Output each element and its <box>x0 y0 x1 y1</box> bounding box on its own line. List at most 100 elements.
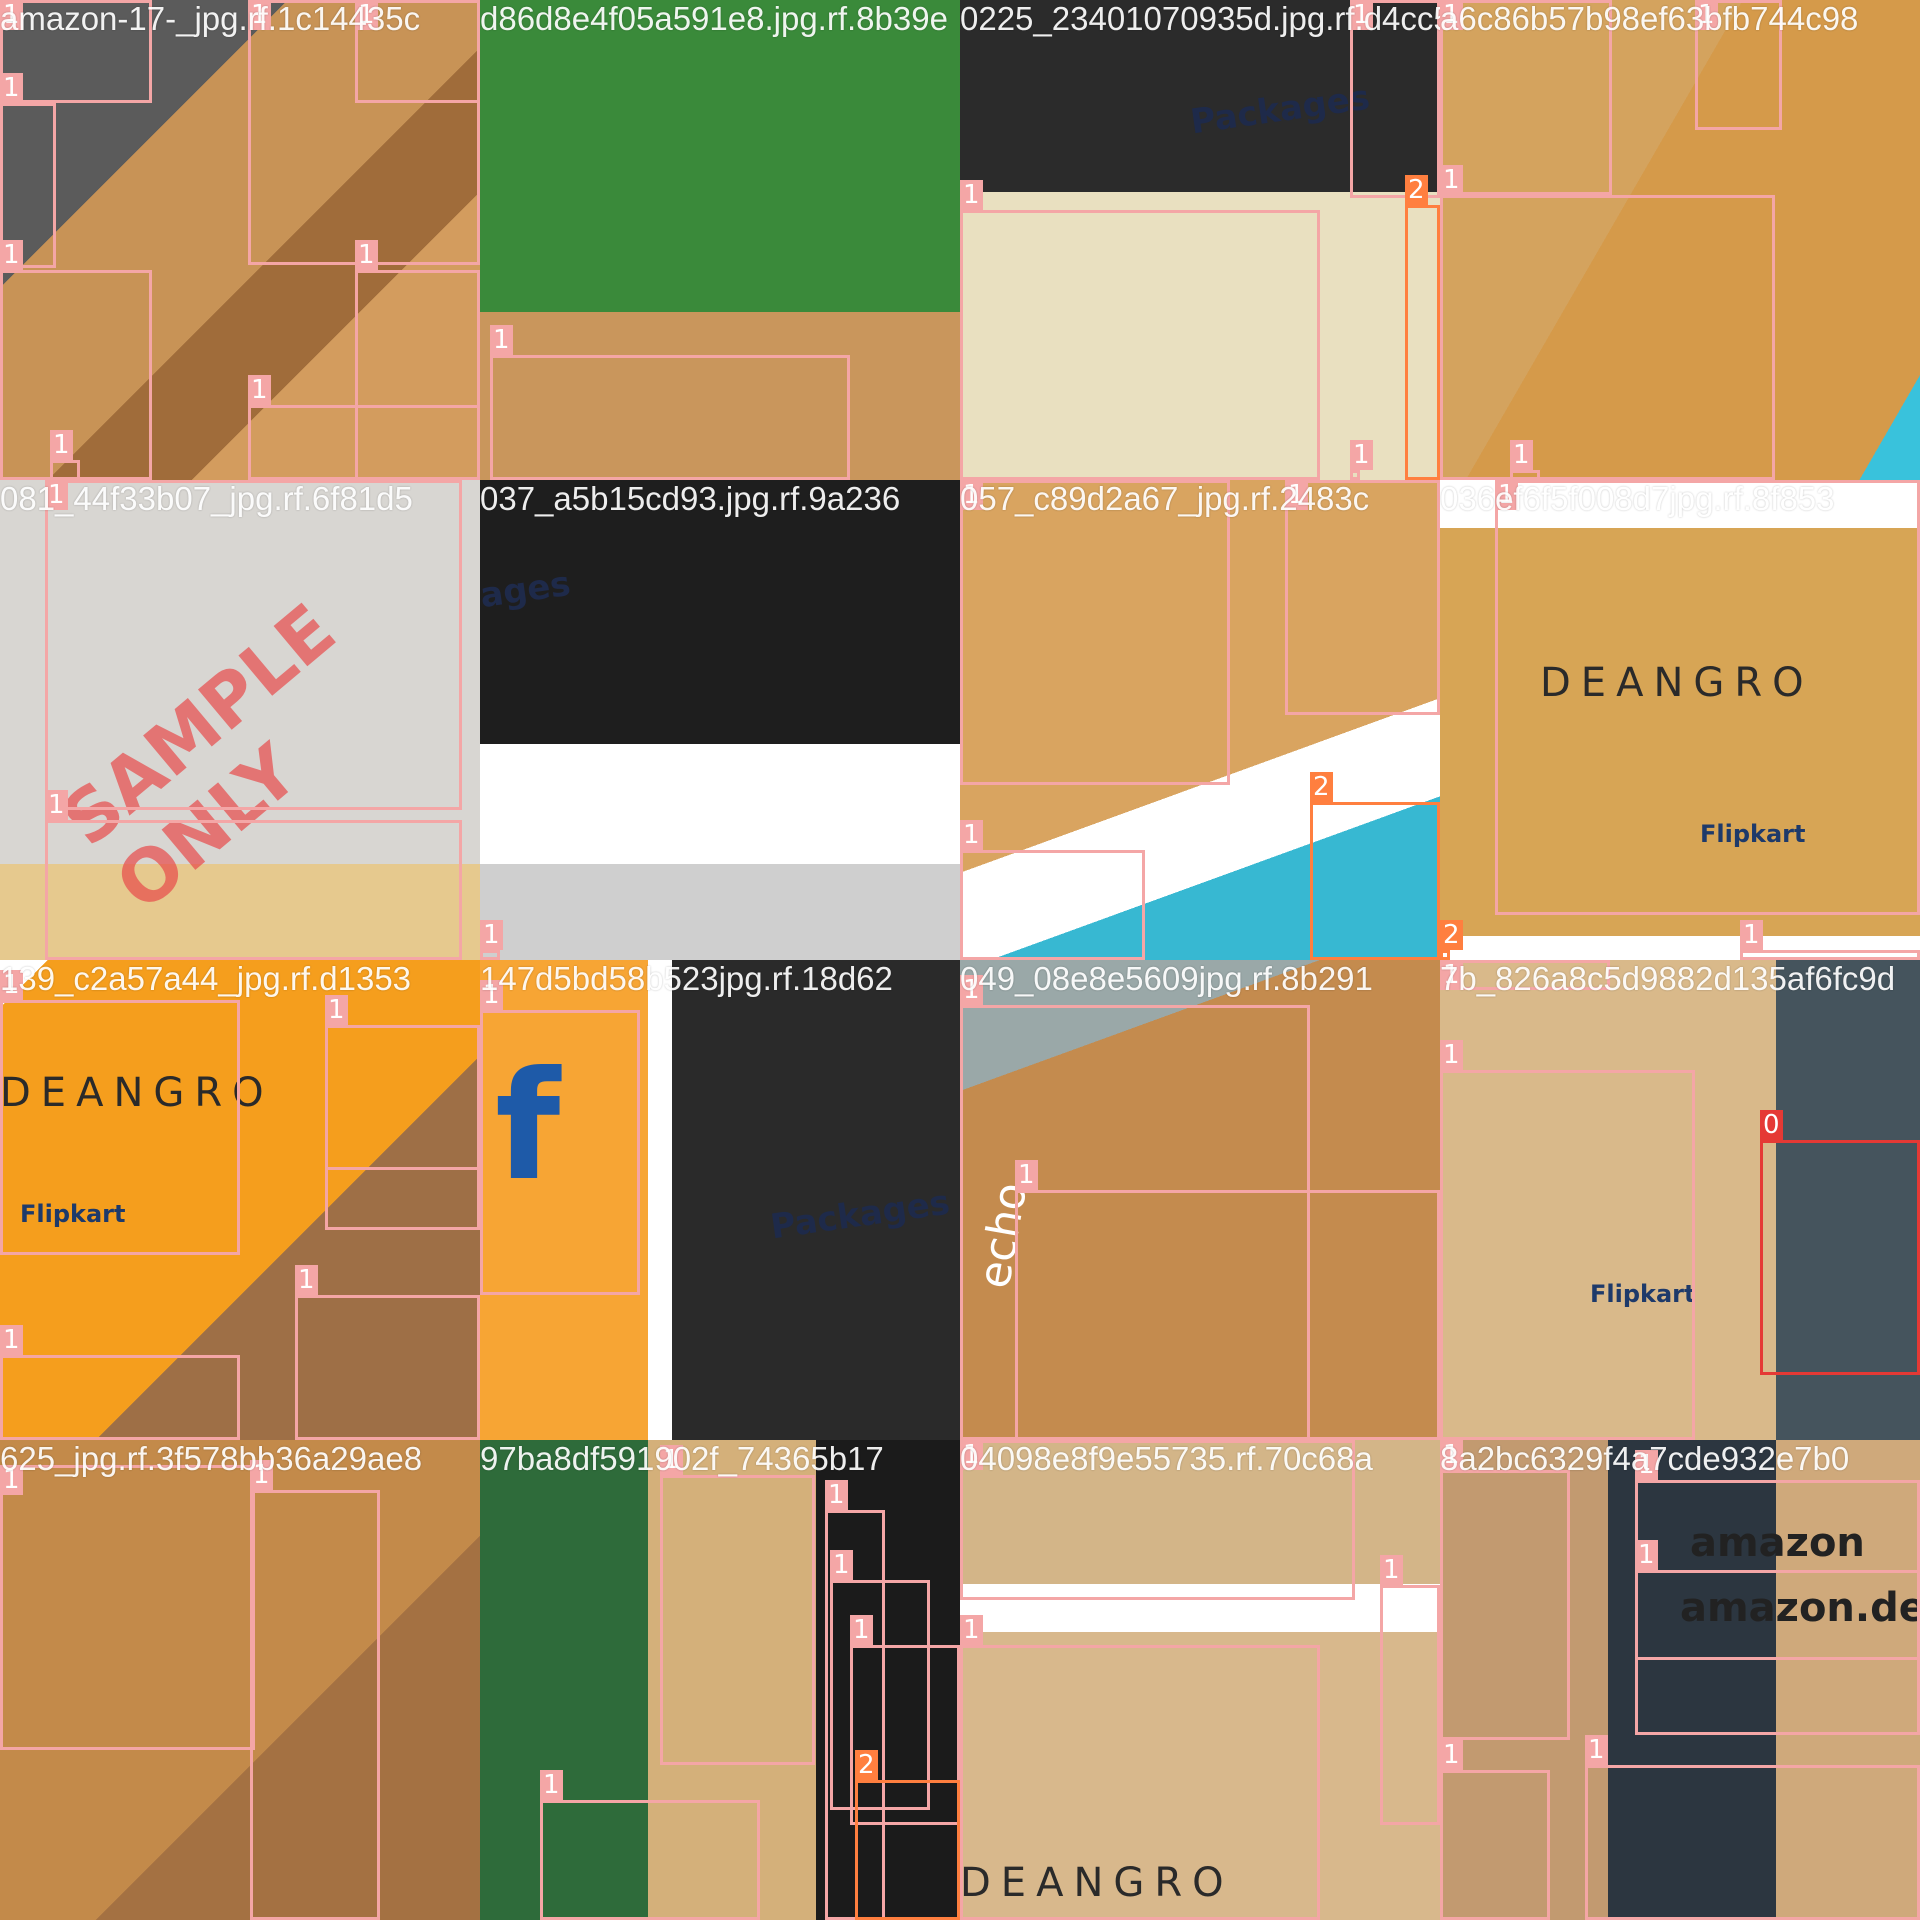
class-label: 1 <box>1510 440 1533 470</box>
class-label: 1 <box>1635 1540 1658 1570</box>
tile-photo <box>0 960 480 1440</box>
detection-box: 1 <box>960 820 1145 960</box>
tile-5[interactable]: ages 037_a5b15cd93.jpg.rf.9a236 1 <box>480 480 960 960</box>
tile-6[interactable]: 057_c89d2a67_jpg.rf.2483c 1 1 2 1 <box>960 480 1440 960</box>
class-label: 1 <box>355 0 378 30</box>
detection-box: 1 <box>0 1465 255 1750</box>
tile-photo <box>480 1440 960 1920</box>
detection-box: 1 <box>960 1615 1320 1920</box>
detection-box: 1 <box>1440 1040 1695 1440</box>
class-label: 0 <box>1760 1110 1783 1140</box>
class-label: 1 <box>830 1550 853 1580</box>
class-label: 2 <box>1405 175 1428 205</box>
class-label: 1 <box>248 375 271 405</box>
class-label: 1 <box>960 180 983 210</box>
detection-box: 1 <box>960 1440 1355 1600</box>
class-label: 1 <box>960 1440 983 1470</box>
class-label: 1 <box>825 1480 848 1510</box>
detection-box: 1 <box>1585 1735 1920 1920</box>
tile-3[interactable]: a6c86b57b98ef63bfb744c98 1 1 1 1 <box>1440 0 1920 480</box>
tile-15[interactable]: amazon.de amazon 8a2bc6329f4a7cde932e7b0 1 1… <box>1440 1440 1920 1920</box>
detection-box: 1 <box>480 920 503 960</box>
class-label: 1 <box>1740 920 1763 950</box>
detection-box: 1 <box>1740 920 1920 960</box>
detection-box: 1 <box>355 0 480 103</box>
detection-box: 1 <box>1695 0 1782 130</box>
class-label: 1 <box>1635 1450 1658 1480</box>
detection-box: 1 <box>1440 1440 1570 1740</box>
class-label: 1 <box>960 820 983 850</box>
class-label: 1 <box>250 1460 273 1490</box>
class-label: 1 <box>1440 165 1463 195</box>
tile-photo <box>480 0 960 480</box>
detection-box: 2 <box>1310 772 1440 960</box>
class-label: 1 <box>660 1445 683 1475</box>
class-label: 1 <box>540 1770 563 1800</box>
detection-box: 1 <box>250 1460 380 1920</box>
detection-box: 1 <box>1635 1540 1920 1735</box>
tile-8[interactable]: DEANGRO Flipkart 139_c2a57a44_jpg.rf.d1353… <box>0 960 480 1440</box>
class-label: 1 <box>295 1265 318 1295</box>
tile-photo <box>960 1440 1440 1920</box>
detection-box: 1 <box>1285 480 1440 715</box>
detection-box: 1 <box>960 480 1230 785</box>
tile-2[interactable]: Packages 0225_23401070935d.jpg.rf.d4cc5 1 1… <box>960 0 1440 480</box>
class-label: 2 <box>1440 920 1463 950</box>
brand-print: DEANGRO <box>960 1860 1234 1906</box>
detection-box: 1 <box>0 1325 240 1440</box>
tile-photo <box>480 960 960 1440</box>
tile-7[interactable]: DEANGRO Flipkart 036ef6f5f008d7jpg.rf.8f85… <box>1440 480 1920 960</box>
class-label: 1 <box>1440 960 1463 990</box>
class-label: 1 <box>1285 480 1308 510</box>
tile-0[interactable]: amazon-17-_jpg.rf.1c14435c 1 1 1 1 1 1 1 1 <box>0 0 480 480</box>
detection-box: 2 <box>855 1750 960 1920</box>
detection-box: 1 <box>1015 1160 1440 1440</box>
tile-photo <box>0 0 480 480</box>
class-label: 1 <box>45 790 68 820</box>
detection-box: 1 <box>1440 1740 1550 1920</box>
detection-box: 2 <box>1405 175 1440 480</box>
class-label: 1 <box>1350 440 1373 470</box>
brand-print: DEANGRO <box>0 1070 274 1116</box>
tile-photo <box>960 960 1440 1440</box>
detection-box: 0 <box>1760 1110 1920 1375</box>
class-label: 1 <box>0 1325 23 1355</box>
class-label: 1 <box>1695 0 1718 30</box>
detection-box: 1 <box>490 325 850 480</box>
class-label: 1 <box>50 430 73 460</box>
class-label: 1 <box>960 1615 983 1645</box>
detection-box: 1 <box>0 240 152 480</box>
tile-9[interactable]: f Packages 147d5bd58b523jpg.rf.18d62 1 <box>480 960 960 1440</box>
tile-13[interactable]: 97ba8df591902f_74365b17 1 1 1 1 1 2 <box>480 1440 960 1920</box>
detection-box: 1 <box>1495 480 1920 915</box>
detection-box: 1 <box>45 480 462 810</box>
brand-print: DEANGRO <box>1540 660 1814 706</box>
class-label: 1 <box>1440 1040 1463 1070</box>
detection-box: 1 <box>660 1445 815 1765</box>
detection-box: 1 <box>1440 960 1610 990</box>
detection-box: 1 <box>1510 440 1540 480</box>
tile-photo <box>960 0 1440 480</box>
tile-photo <box>1440 480 1920 960</box>
class-label: 1 <box>0 1465 23 1495</box>
detection-box: 1 <box>355 240 480 480</box>
class-label: 1 <box>0 970 23 1000</box>
detection-box: 1 <box>1350 440 1373 480</box>
tile-10[interactable]: echo 049_08e8e5609jpg.rf.8b291 1 1 <box>960 960 1440 1440</box>
class-label: 1 <box>325 995 348 1025</box>
tile-4[interactable]: SAMPLE ONLY 081_44f33b07_jpg.rf.6f81d5 1 1 <box>0 480 480 960</box>
class-label: 1 <box>1495 480 1518 510</box>
tile-1[interactable]: d86d8e4f05a591e8.jpg.rf.8b39e 1 <box>480 0 960 480</box>
class-label: 1 <box>960 975 983 1005</box>
class-label: 1 <box>1440 1740 1463 1770</box>
tile-14[interactable]: DEANGRO 04098e8f9e55735.rf.70c68a 1 1 1 <box>960 1440 1440 1920</box>
class-label: 1 <box>0 0 23 30</box>
detection-box: 1 <box>1440 0 1612 195</box>
tile-12[interactable]: 625_jpg.rf.3f578bb36a29ae8 1 1 <box>0 1440 480 1920</box>
class-label: 1 <box>480 920 503 950</box>
class-label: 2 <box>855 1750 878 1780</box>
class-label: 1 <box>45 480 68 510</box>
class-label: 1 <box>0 240 23 270</box>
tile-11[interactable]: Flipkart 7b_826a8c5d9882d135af6fc9d 1 1 0 <box>1440 960 1920 1440</box>
